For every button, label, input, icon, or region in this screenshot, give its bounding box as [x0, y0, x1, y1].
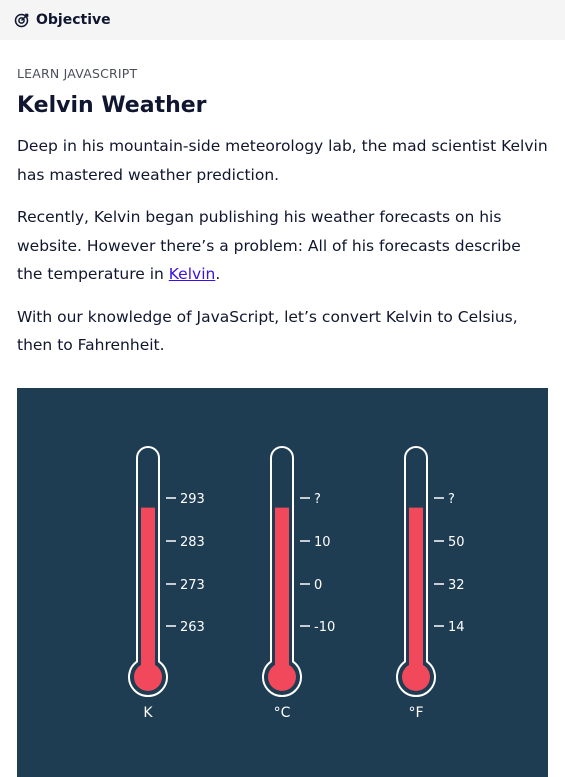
- tick-label: 10: [314, 535, 331, 550]
- paragraph-goal: With our knowledge of JavaScript, let’s …: [17, 307, 518, 355]
- unit-label: °F: [408, 705, 423, 721]
- tick-label: ?: [448, 492, 455, 507]
- tick-label: 50: [448, 535, 465, 550]
- mercury-bulb: [268, 663, 296, 691]
- thermometer-2: ? 10 0 -10 °C: [262, 446, 335, 721]
- paragraph-problem-end: .: [215, 265, 221, 283]
- paragraph-problem-text: Recently, Kelvin began publishing his we…: [17, 208, 521, 283]
- tick-label: 263: [180, 620, 205, 635]
- thermometer-3: ? 50 32 14 °F: [396, 446, 465, 721]
- tick-label: ?: [314, 492, 321, 507]
- tick-label: 0: [314, 578, 322, 593]
- thermometer-outline: [128, 446, 168, 697]
- course-eyebrow: LEARN JAVASCRIPT: [17, 66, 138, 81]
- target-check-icon: [14, 12, 30, 28]
- tick-label: 32: [448, 578, 465, 593]
- thermometers-illustration: 293 283 273 263 K? 10 0 -10 °C? 50 32 14 °F: [17, 388, 548, 777]
- lesson-title: Kelvin Weather: [17, 93, 207, 118]
- mercury-bulb: [134, 663, 162, 691]
- tick-label: -10: [314, 620, 335, 635]
- tick-label: 14: [448, 620, 465, 635]
- mercury-column: [141, 507, 155, 672]
- unit-label: K: [143, 705, 153, 721]
- unit-label: °C: [274, 705, 291, 721]
- mercury-column: [409, 507, 423, 672]
- thermometer-outline: [396, 446, 436, 697]
- mercury-bulb: [402, 663, 430, 691]
- thermometer-1: 293 283 273 263 K: [128, 446, 205, 721]
- thermometers-svg: 293 283 273 263 K? 10 0 -10 °C? 50 32 14 °F: [128, 446, 465, 721]
- kelvin-link[interactable]: Kelvin: [168, 265, 216, 283]
- paragraph-intro: Deep in his mountain-side meteorology la…: [17, 137, 548, 184]
- lesson-content: LEARN JAVASCRIPT Kelvin Weather Deep in …: [0, 66, 565, 360]
- mercury-column: [275, 507, 289, 672]
- tick-label: 273: [180, 578, 205, 593]
- tick-label: 293: [180, 492, 205, 507]
- objective-bar[interactable]: Objective: [0, 0, 565, 40]
- objective-label: Objective: [36, 12, 111, 28]
- thermometer-outline: [262, 446, 302, 697]
- tick-label: 283: [180, 535, 205, 550]
- paragraph-problem: Recently, Kelvin began publishing his we…: [17, 203, 548, 289]
